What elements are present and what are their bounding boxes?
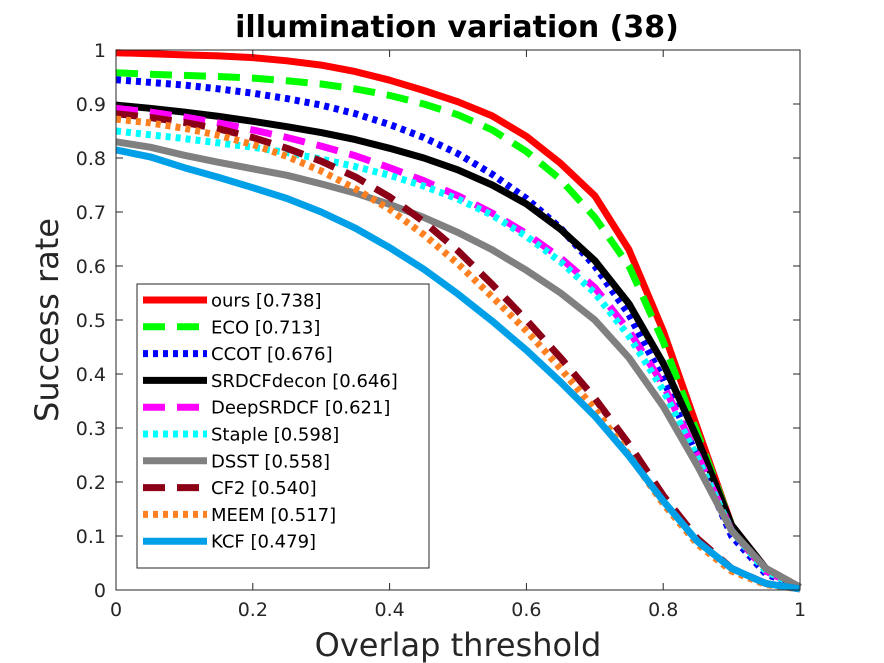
legend-label: CCOT [0.676] xyxy=(211,344,333,365)
y-tick-label: 0 xyxy=(94,580,106,602)
legend-label: DSST [0.558] xyxy=(211,451,330,472)
legend-label: CF2 [0.540] xyxy=(211,478,317,499)
series-line-1 xyxy=(115,69,802,591)
y-tick-label: 0.8 xyxy=(76,148,106,170)
x-axis-label: Overlap threshold xyxy=(315,626,602,663)
y-tick-label: 0.1 xyxy=(76,526,106,548)
y-tick-label: 0.4 xyxy=(76,364,106,386)
y-tick-label: 0.9 xyxy=(76,94,106,116)
x-tick-label: 1 xyxy=(794,599,806,621)
y-tick-label: 1 xyxy=(94,40,106,62)
y-tick-label: 0.3 xyxy=(76,418,106,440)
chart-title: illumination variation (38) xyxy=(235,10,679,45)
legend-label: ours [0.738] xyxy=(211,291,322,312)
legend-label: KCF [0.479] xyxy=(211,532,316,553)
y-axis-label: Success rate xyxy=(28,218,66,422)
legend-label: ECO [0.713] xyxy=(211,317,320,338)
legend-box xyxy=(136,283,430,569)
y-axis-ticks: 0 0.1 0.2 0.3 0.4 0.5 0.6 0.7 0.8 0.9 1 xyxy=(76,40,800,602)
y-tick-label: 0.6 xyxy=(76,256,106,278)
series-line-5 xyxy=(115,127,802,591)
x-tick-label: 0.4 xyxy=(374,599,404,621)
legend-label: MEEM [0.517] xyxy=(211,505,336,526)
x-tick-label: 0.6 xyxy=(511,599,541,621)
x-tick-label: 0 xyxy=(110,599,122,621)
y-tick-label: 0.5 xyxy=(76,310,106,332)
y-tick-label: 0.2 xyxy=(76,472,106,494)
series-lines xyxy=(115,49,802,593)
x-tick-label: 0.2 xyxy=(238,599,268,621)
legend-label: SRDCFdecon [0.646] xyxy=(211,371,398,392)
x-axis-ticks: 0 0.2 0.4 0.6 0.8 1 xyxy=(110,50,806,621)
y-tick-label: 0.7 xyxy=(76,202,106,224)
series-line-6 xyxy=(115,138,802,591)
x-tick-label: 0.8 xyxy=(648,599,678,621)
series-line-3 xyxy=(115,101,802,591)
legend: ours [0.738] ECO [0.713] CCOT [0.676] SRDCF… xyxy=(136,283,430,569)
legend-label: DeepSRDCF [0.621] xyxy=(211,398,390,419)
series-line-9 xyxy=(115,146,801,593)
legend-label: Staple [0.598] xyxy=(211,425,339,446)
